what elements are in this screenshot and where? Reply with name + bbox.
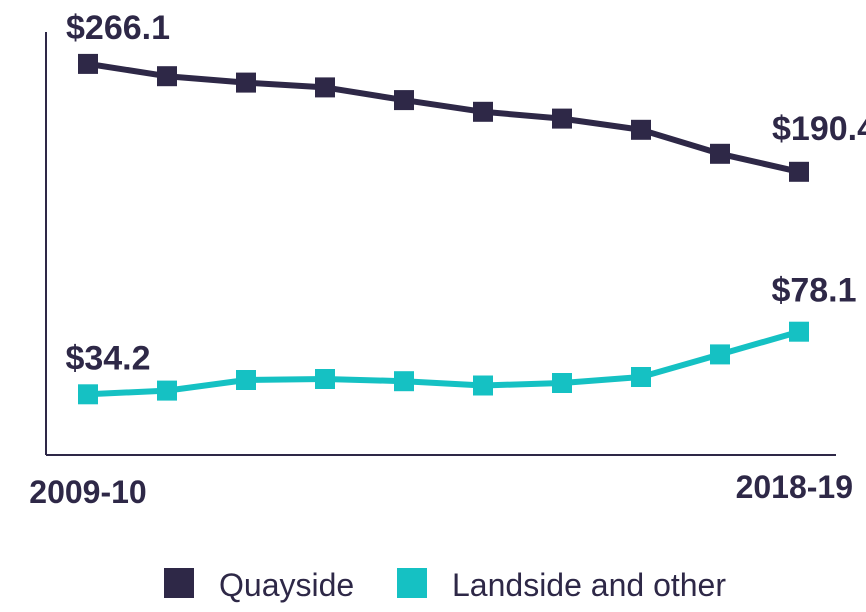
data-point-marker [157, 66, 177, 87]
data-point-marker [631, 119, 651, 140]
legend-label-quayside: Quayside [219, 567, 354, 603]
series-landside [78, 321, 809, 405]
data-point-marker [236, 370, 256, 390]
data-label: $78.1 [771, 272, 856, 310]
x-tick-label-first: 2009-10 [29, 474, 146, 510]
series-layer [78, 53, 809, 405]
data-point-marker [78, 53, 98, 74]
data-point-marker [552, 373, 572, 393]
data-point-marker [157, 380, 177, 401]
series-line [87, 60, 800, 175]
data-label: $266.1 [66, 9, 170, 47]
data-point-marker [236, 72, 256, 93]
data-point-marker [78, 384, 98, 405]
data-point-marker [789, 161, 809, 182]
x-tick-label-last: 2018-19 [736, 469, 853, 505]
data-point-marker [473, 101, 493, 122]
data-point-marker [473, 375, 493, 396]
data-label: $34.2 [65, 339, 150, 377]
data-point-marker [710, 344, 730, 365]
data-point-marker [394, 90, 414, 111]
data-label: $190.4 [772, 110, 866, 148]
legend: Quayside Landside and other [164, 567, 726, 603]
data-point-marker [315, 369, 335, 389]
data-point-marker [394, 371, 414, 392]
legend-swatch-quayside [164, 568, 194, 598]
legend-label-landside: Landside and other [452, 567, 726, 603]
series-quayside [78, 53, 809, 182]
series-line [87, 328, 800, 398]
data-point-marker [710, 143, 730, 164]
data-point-marker [315, 77, 335, 98]
legend-swatch-landside [397, 568, 427, 598]
data-point-marker [789, 321, 809, 342]
data-label-layer: $266.1 $190.4 $34.2 $78.1 [65, 9, 866, 377]
data-point-marker [552, 108, 572, 129]
data-point-marker [631, 367, 651, 387]
